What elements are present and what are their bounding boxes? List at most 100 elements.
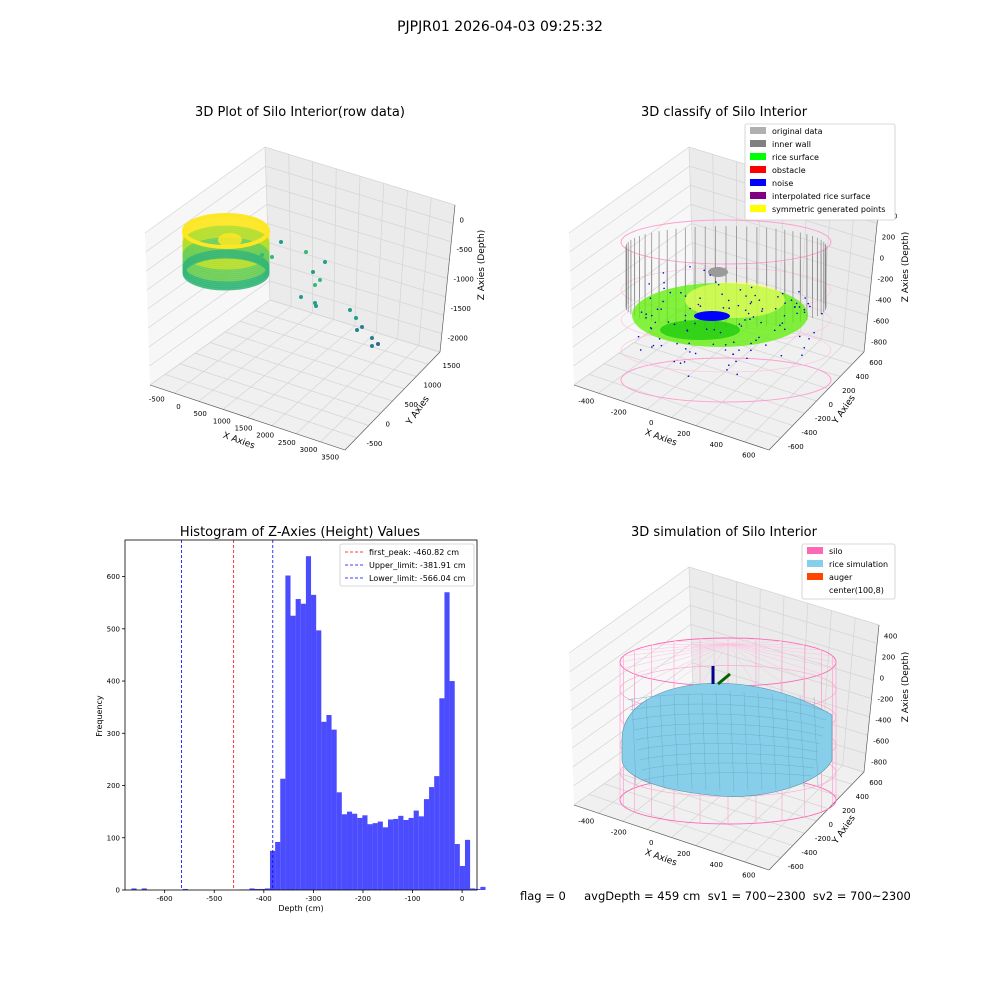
simulation-plot-ztick-label: 0 xyxy=(880,675,884,683)
raw-plot-grid-line xyxy=(209,342,393,402)
classify-legend-label: original data xyxy=(772,127,823,136)
histogram-bar xyxy=(403,820,409,890)
simulation-plot-ytick-label: -400 xyxy=(801,849,817,857)
histogram-xtick-label: 0 xyxy=(460,895,464,903)
simulation-rice-mesh-line xyxy=(631,697,637,786)
raw-plot-ytick-label: 500 xyxy=(405,401,418,409)
classify-plot-noise-point xyxy=(680,291,682,294)
classify-plot-noise-point xyxy=(724,349,727,351)
classify-plot-xlabel: X Axies xyxy=(643,428,678,449)
classify-plot-noise-point xyxy=(684,348,687,350)
classify-plot-noise-point xyxy=(761,310,763,313)
classify-plot-noise-point xyxy=(750,301,753,303)
classify-plot-z-axis-line xyxy=(863,204,880,353)
raw-plot-xtick-label: -500 xyxy=(149,396,165,404)
simulation-legend-swatch xyxy=(807,547,823,554)
histogram-legend-frame xyxy=(339,543,475,587)
simulation-silo-roof-strut xyxy=(673,643,729,683)
classify-plot-noise-point xyxy=(745,295,747,297)
raw-plot-point xyxy=(348,308,352,312)
classify-plot-noise-point xyxy=(735,360,737,363)
classify-plot-xtick-label: 0 xyxy=(649,419,653,427)
raw-plot-point xyxy=(304,250,308,254)
classify-plot-noise-point xyxy=(649,326,652,329)
classify-legend-label: inner wall xyxy=(772,140,811,149)
simulation-silo-roof-strut xyxy=(727,643,833,669)
classify-plot-noise-point xyxy=(652,344,655,347)
simulation-3d-plot: 3D simulation of Silo Interior -400 -200 0… xyxy=(568,525,911,880)
simulation-plot-ztick-label: 400 xyxy=(884,633,897,641)
classify-plot-noise-point xyxy=(752,316,755,318)
simulation-silo-roof-strut xyxy=(727,643,805,646)
histogram-bars xyxy=(131,556,486,890)
classify-plot-noise-point xyxy=(783,328,786,331)
classify-plot-noise-point xyxy=(755,339,757,342)
classify-plot-noise-point xyxy=(649,297,652,299)
histogram-bar xyxy=(305,556,312,890)
raw-plot-ztick-label: -500 xyxy=(457,246,473,254)
raw-plot-ztick-label: -1500 xyxy=(451,305,471,313)
classify-plot-noise-point xyxy=(798,306,801,308)
histogram-bar xyxy=(393,818,399,890)
classify-plot-noise-point xyxy=(784,302,786,304)
histogram-bar xyxy=(377,821,383,890)
raw-plot-wall-top xyxy=(182,213,270,249)
classify-plot-grid-line xyxy=(571,242,870,329)
classify-plot-original-cluster xyxy=(708,267,728,277)
simulation-plot-ticks: -400-2000200400600-600-400-2000200400600… xyxy=(578,633,897,880)
simulation-rice-mesh-line xyxy=(641,762,815,771)
classify-plot-noise-point xyxy=(658,338,661,340)
simulation-plot-x-axis-line xyxy=(573,804,770,871)
classify-plot-noise-point xyxy=(780,354,783,357)
raw-plot-points xyxy=(182,213,380,348)
classify-plot-noise-point xyxy=(739,289,742,291)
classify-plot-ytick-label: -200 xyxy=(815,415,831,423)
histogram-ytick-label: 400 xyxy=(107,678,120,686)
histogram-legend-label: first_peak: -460.82 cm xyxy=(369,548,459,557)
simulation-plot-grid-line xyxy=(569,585,878,673)
classify-plot-noise-point xyxy=(721,293,723,295)
classify-plot-x-axis-line xyxy=(573,384,770,451)
classify-plot-noise-point xyxy=(803,346,806,349)
simulation-rice-mesh-line xyxy=(813,696,819,787)
simulation-plot-grid-line xyxy=(570,604,876,692)
classify-plot-ytick-label: -600 xyxy=(788,443,804,451)
raw-plot-grid-line xyxy=(239,320,417,377)
raw-plot-point xyxy=(370,336,374,340)
simulation-plot-ytick-label: 200 xyxy=(842,807,855,815)
histogram-bar xyxy=(367,824,373,890)
classify-plot-noise-point xyxy=(804,297,806,299)
histogram-bar xyxy=(413,810,419,890)
simulation-plot-grid-line xyxy=(568,566,880,654)
classify-plot-noise-point xyxy=(803,311,806,314)
raw-plot-point xyxy=(311,270,315,274)
classify-plot-noise-point xyxy=(722,307,725,309)
raw-plot-xtick-label: 1000 xyxy=(213,417,231,425)
histogram-bar xyxy=(182,888,188,890)
raw-plot-xtick-label: 3500 xyxy=(321,453,339,461)
classify-plot-noise-point xyxy=(761,308,764,310)
raw-plot-z-axis-line xyxy=(439,204,456,353)
classify-plot-ztick-label: -600 xyxy=(873,318,889,326)
figure-suptitle: PJPJR01 2026-04-03 09:25:32 xyxy=(397,19,603,35)
classify-plot-noise-point xyxy=(650,314,653,317)
histogram-legend: first_peak: -460.82 cm Upper_limit: -381.… xyxy=(339,543,475,587)
histogram-bar xyxy=(311,594,317,890)
histogram-bar xyxy=(449,681,455,890)
simulation-silo-roof-strut xyxy=(700,638,729,645)
simulation-plot-zlabel: Z Axies (Depth) xyxy=(901,652,911,723)
simulation-silo-roof-strut xyxy=(699,643,729,686)
classify-plot-legend: original data inner wall rice surface obsta… xyxy=(744,123,896,221)
simulation-rice-mesh-line xyxy=(635,733,821,745)
classify-plot-noise-point xyxy=(807,302,810,305)
classify-legend-label: symmetric generated points xyxy=(772,205,885,214)
histogram-bar xyxy=(382,827,389,890)
simulation-rice-mesh-line xyxy=(631,713,825,729)
classify-plot-noise-point xyxy=(754,294,756,297)
classify-plot-noise-point xyxy=(744,309,747,312)
simulation-rice-mesh-line xyxy=(701,692,707,791)
raw-plot-ztick-label: -1000 xyxy=(454,276,474,284)
classify-plot-noise-point xyxy=(732,341,735,344)
simulation-silo-roof-strut xyxy=(651,643,729,680)
simulation-plot-grid-line xyxy=(571,643,872,730)
